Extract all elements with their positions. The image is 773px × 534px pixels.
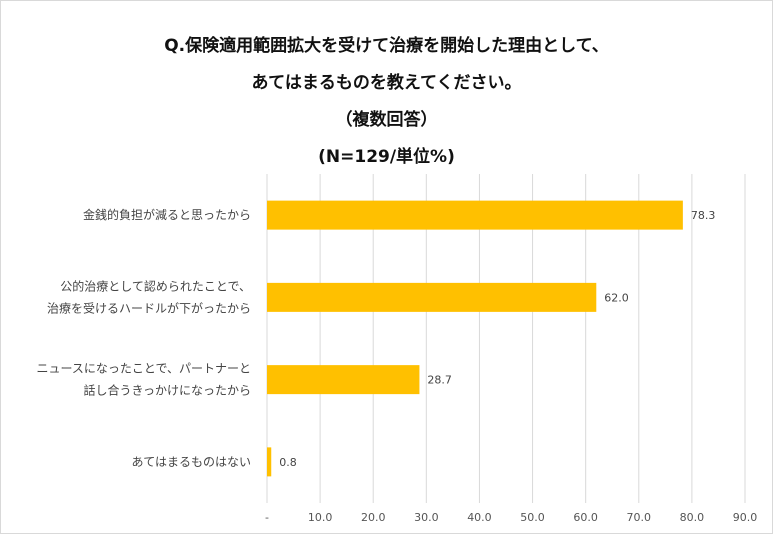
x-tick-label: 30.0 — [414, 511, 439, 524]
data-label: 78.3 — [691, 209, 716, 222]
x-tick-label: 60.0 — [573, 511, 598, 524]
bar — [267, 282, 597, 312]
chart-title: Q.保険適用範囲拡大を受けて治療を開始した理由として、 あてはまるものを教えてく… — [0, 28, 773, 176]
category-label: 治療を受けるハードルが下がったから — [47, 300, 251, 315]
x-tick-label: - — [265, 511, 269, 524]
data-label: 62.0 — [604, 291, 629, 304]
x-tick-label: 90.0 — [733, 511, 758, 524]
bar — [267, 200, 683, 230]
category-label: 金銭的負担が減ると思ったから — [83, 207, 251, 222]
x-tick-label: 10.0 — [308, 511, 333, 524]
chart-title-line-4: (N=129/単位%) — [318, 147, 455, 167]
data-label: 28.7 — [427, 374, 452, 387]
category-label: あてはまるものはない — [131, 455, 251, 469]
category-label: 話し合うきっかけになったから — [83, 383, 251, 398]
bar — [267, 365, 420, 395]
category-label: 公的治療として認められたことで、 — [60, 278, 251, 293]
chart-title-line-3: （複数回答） — [335, 110, 438, 130]
bar — [267, 447, 272, 477]
chart-title-line-2: あてはまるものを教えてください。 — [251, 73, 522, 93]
x-tick-label: 70.0 — [627, 511, 652, 524]
chart-title-line-1: Q.保険適用範囲拡大を受けて治療を開始した理由として、 — [164, 36, 609, 56]
x-tick-label: 50.0 — [520, 511, 545, 524]
x-tick-label: 20.0 — [361, 511, 386, 524]
x-tick-label: 80.0 — [680, 511, 705, 524]
data-label: 0.8 — [279, 456, 297, 469]
category-label: ニュースになったことで、パートナーと — [36, 362, 251, 376]
x-tick-label: 40.0 — [467, 511, 492, 524]
